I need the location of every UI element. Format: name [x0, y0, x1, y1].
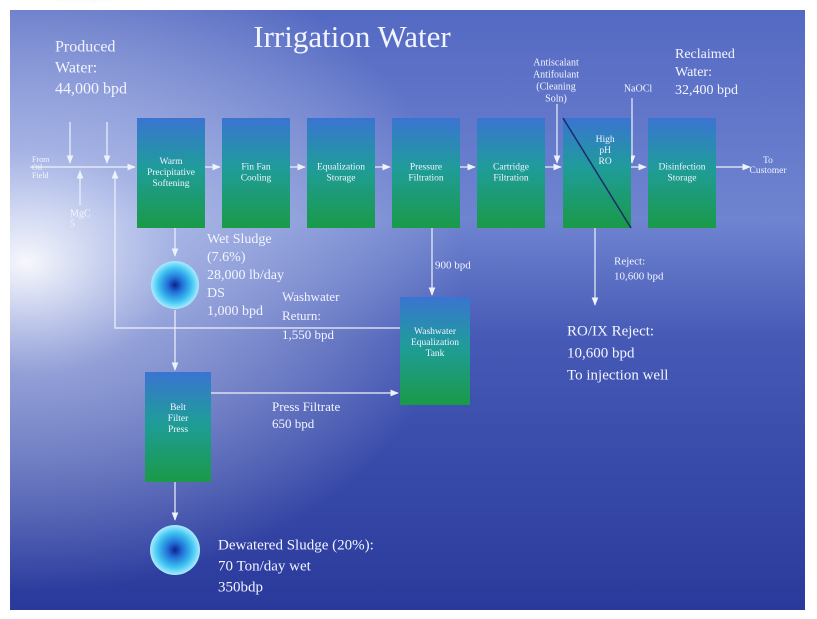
- wet-sludge: 28,000 lb/day: [207, 268, 284, 283]
- wet-sludge-icon: [151, 261, 199, 309]
- antiscalant-feed: Antiscalant: [533, 57, 579, 68]
- node-label: Press: [168, 425, 188, 435]
- pressure-flow: 900 bpd: [435, 260, 471, 272]
- produced-water: 44,000 bpd: [55, 81, 127, 98]
- magnesium-feed: 5: [70, 218, 75, 229]
- node-label: Fin Fan: [241, 163, 271, 173]
- destination: Customer: [750, 166, 788, 176]
- node-label: Equalization: [317, 163, 365, 173]
- node-label: Tank: [426, 349, 445, 359]
- node-label: Disinfection: [659, 162, 706, 173]
- node-label: Filtration: [493, 174, 529, 184]
- ro-ix-reject: 10,600 bpd: [567, 345, 635, 361]
- washwater-return: 1,550 bpd: [282, 327, 335, 342]
- ro-ix-reject: To injection well: [567, 367, 668, 383]
- node-label: High: [596, 135, 615, 145]
- dewatered-sludge-icon: [150, 525, 200, 575]
- produced-water: Water:: [55, 60, 97, 77]
- title: Irrigation Water: [253, 19, 451, 54]
- antiscalant-feed: Antifoulant: [533, 69, 579, 80]
- ro-reject-flow: Reject:: [614, 256, 645, 268]
- source-label: Field: [32, 171, 48, 180]
- reclaimed-water: Reclaimed: [675, 47, 735, 62]
- node-label: Precipitative: [147, 168, 195, 178]
- antiscalant-feed: (Cleaning: [536, 81, 575, 92]
- washwater-return: Washwater: [282, 289, 340, 304]
- dewatered-sludge: 350bdp: [218, 579, 263, 595]
- node-label: Storage: [326, 174, 355, 184]
- node-label: RO: [599, 157, 612, 167]
- node-label: Pressure: [410, 163, 442, 173]
- wet-sludge: (7.6%): [207, 250, 246, 265]
- press-filtrate: Press Filtrate: [272, 399, 340, 414]
- node-label: Cooling: [241, 174, 272, 184]
- node-label: Washwater: [414, 327, 457, 337]
- process-diagram: Irrigation Water WarmPrecipitativeSoften…: [0, 0, 817, 619]
- node-label: Softening: [153, 178, 190, 189]
- reclaimed-water: Water:: [675, 65, 712, 80]
- node-label: Storage: [667, 174, 696, 184]
- node-label: Equalization: [411, 338, 459, 348]
- ro-ix-reject: RO/IX Reject:: [567, 323, 654, 339]
- wet-sludge: 1,000 bpd: [207, 304, 263, 319]
- produced-water: Produced: [55, 39, 115, 56]
- ro-reject-flow: 10,600 bpd: [614, 271, 664, 283]
- node-label: pH: [599, 146, 611, 156]
- dewatered-sludge: Dewatered Sludge (20%):: [218, 537, 374, 553]
- antiscalant-feed: Soln): [545, 93, 567, 104]
- reclaimed-water: 32,400 bpd: [675, 83, 738, 98]
- node-label: Filter: [168, 414, 189, 424]
- naocl-feed: NaOCl: [624, 83, 653, 94]
- node-label: Cartridge: [493, 163, 529, 173]
- chemical-feed: NaOH Polymer: [55, 0, 111, 4]
- wet-sludge: DS: [207, 286, 225, 301]
- destination: To: [763, 156, 773, 166]
- washwater-return: Return:: [282, 308, 321, 323]
- press-filtrate: 650 bpd: [272, 416, 315, 431]
- node-label: Filtration: [408, 174, 444, 184]
- wet-sludge: Wet Sludge: [207, 232, 272, 247]
- node-label: Belt: [170, 403, 186, 413]
- node-label: Warm: [160, 157, 184, 167]
- dewatered-sludge: 70 Ton/day wet: [218, 558, 312, 574]
